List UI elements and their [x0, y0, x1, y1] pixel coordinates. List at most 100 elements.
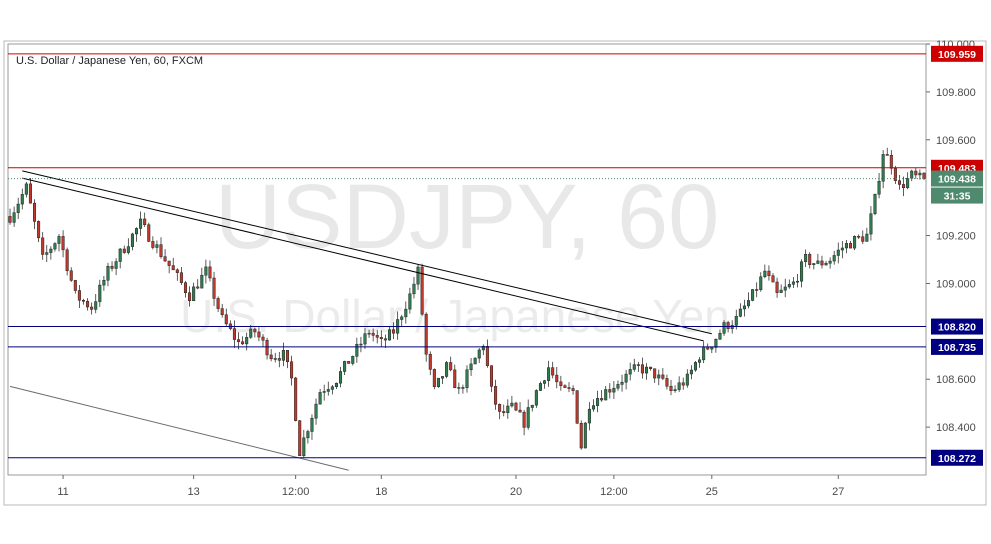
- candle: [412, 276, 416, 299]
- candle: [224, 308, 228, 327]
- candle: [188, 286, 192, 307]
- candle: [506, 399, 510, 419]
- candle: [873, 193, 877, 216]
- candle: [400, 314, 404, 327]
- candle: [693, 361, 697, 372]
- candle: [742, 299, 746, 317]
- candle: [518, 402, 522, 413]
- candle: [351, 355, 355, 366]
- candle: [849, 240, 853, 249]
- candle: [624, 369, 628, 390]
- candle: [857, 234, 861, 240]
- candle: [53, 242, 57, 252]
- candle: [485, 339, 489, 368]
- candle: [481, 344, 485, 356]
- candle: [45, 244, 49, 263]
- candle: [69, 267, 73, 282]
- candle: [791, 277, 795, 288]
- candle: [8, 208, 12, 225]
- candle: [302, 429, 306, 458]
- candle: [747, 292, 751, 309]
- x-tick-label: 20: [510, 486, 522, 498]
- trendline[interactable]: [9, 385, 349, 471]
- candle: [167, 260, 171, 274]
- chart-title: U.S. Dollar / Japanese Yen, 60, FXCM: [16, 55, 203, 67]
- x-tick-label: 11: [57, 486, 68, 498]
- level-label: 108.735: [938, 342, 976, 354]
- candles: [8, 147, 926, 458]
- candle: [640, 357, 644, 379]
- candle: [534, 389, 538, 408]
- candle: [530, 404, 534, 412]
- candle: [718, 329, 722, 341]
- candle: [465, 365, 469, 393]
- candle: [404, 301, 408, 324]
- candle: [620, 374, 624, 392]
- candle: [441, 376, 445, 384]
- candle: [86, 298, 90, 311]
- candle: [563, 384, 567, 389]
- candle: [285, 350, 289, 369]
- candle: [853, 235, 857, 251]
- candle: [918, 169, 922, 180]
- candle: [783, 278, 787, 298]
- candle: [840, 241, 844, 259]
- candle: [334, 382, 338, 390]
- candle: [445, 361, 449, 379]
- trendline[interactable]: [22, 177, 704, 342]
- candle: [677, 376, 681, 393]
- support-level-badge: [931, 318, 983, 335]
- candle: [347, 361, 351, 364]
- candle: [12, 206, 16, 227]
- candle: [408, 287, 412, 314]
- candle: [714, 338, 718, 353]
- candle: [126, 238, 130, 255]
- candle: [428, 351, 432, 376]
- candle: [759, 272, 763, 292]
- y-tick-label: 109.600: [936, 135, 976, 147]
- candle: [130, 232, 134, 251]
- candle: [820, 255, 824, 269]
- candle: [163, 249, 167, 263]
- current-price-badge: [931, 170, 983, 187]
- candle: [559, 375, 563, 391]
- candle: [522, 409, 526, 436]
- candle: [257, 327, 261, 342]
- candle: [322, 384, 326, 401]
- candle: [375, 330, 379, 344]
- watermark-description: U.S. Dollar / Japanese Yen: [180, 290, 730, 342]
- candle: [151, 236, 155, 250]
- candle: [65, 247, 69, 276]
- candle: [339, 366, 343, 388]
- x-tick-label: 27: [832, 486, 844, 498]
- candle: [16, 197, 20, 220]
- countdown-label: 31:35: [944, 191, 971, 203]
- candle: [538, 381, 542, 391]
- candle: [861, 230, 865, 245]
- candle: [135, 227, 139, 242]
- y-tick-label: 108.600: [936, 374, 976, 386]
- candle: [330, 384, 334, 395]
- candle: [326, 381, 330, 396]
- candle: [249, 324, 253, 339]
- candle: [253, 327, 257, 338]
- candle: [869, 206, 873, 241]
- candle: [90, 302, 94, 315]
- candle: [102, 276, 106, 291]
- y-tick-label: 109.800: [936, 87, 976, 99]
- candle: [636, 361, 640, 372]
- candle: [914, 167, 918, 179]
- candle: [61, 230, 65, 258]
- candle: [587, 402, 591, 431]
- candle: [632, 358, 636, 372]
- candle: [314, 398, 318, 425]
- current-price-label: 109.438: [938, 174, 976, 186]
- candle: [473, 357, 477, 365]
- candle: [200, 267, 204, 289]
- candle: [608, 383, 612, 399]
- candle: [583, 421, 587, 449]
- candle: [220, 303, 224, 318]
- trendline[interactable]: [22, 170, 712, 335]
- candle: [159, 237, 163, 259]
